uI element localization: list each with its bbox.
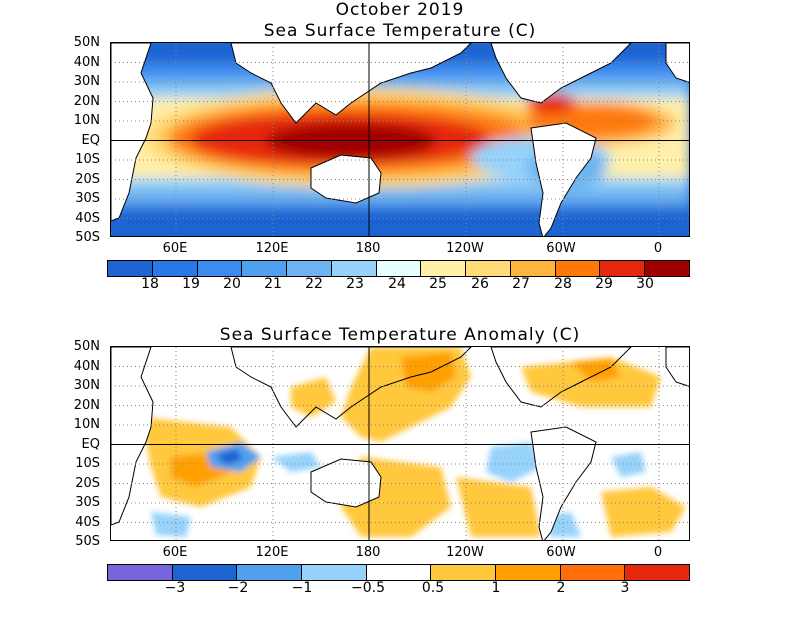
colorbar-label: 1 (491, 580, 501, 596)
colorbar-label: −1 (291, 580, 313, 596)
lat-label: 40S (75, 514, 100, 530)
colorbar-swatch (466, 261, 511, 276)
colorbar-swatch (302, 565, 367, 580)
lat-label: 20N (73, 93, 100, 109)
lat-label: 10S (75, 152, 100, 167)
colorbar-label: −0.5 (351, 580, 385, 596)
sst-anomaly-map (110, 346, 690, 541)
colorbar-label: 19 (182, 276, 200, 292)
colorbar-swatch (625, 565, 690, 580)
lon-label: 120W (446, 545, 484, 560)
lon-label: 120E (255, 545, 289, 560)
colorbar-swatch (555, 261, 601, 276)
lat-label: 10N (73, 417, 100, 432)
colorbar-swatch (496, 565, 561, 580)
colorbar-swatch (242, 261, 288, 276)
sst-map-canvas (111, 43, 689, 236)
lat-label: 40N (73, 54, 100, 70)
colorbar-swatch (600, 261, 646, 276)
lat-label: 30N (73, 378, 100, 393)
colorbar-label: 29 (595, 276, 613, 292)
colorbar-label: 20 (223, 276, 241, 292)
lat-label: 50N (73, 339, 100, 354)
colorbar-swatch (510, 261, 556, 276)
colorbar-label: 30 (636, 276, 654, 292)
lat-label: 20S (75, 171, 100, 187)
lat-label: EQ (81, 132, 100, 148)
colorbar-swatch (366, 565, 432, 580)
colorbar-swatch (331, 261, 377, 276)
lon-label: 60E (162, 241, 188, 256)
sst-colorbar (107, 260, 690, 277)
colorbar-swatch (421, 261, 467, 276)
lat-label: 50S (75, 230, 100, 245)
colorbar-label: −3 (164, 580, 186, 596)
lat-label: 30N (73, 74, 100, 89)
lon-label: 60W (546, 241, 576, 256)
colorbar-label: 25 (429, 276, 447, 292)
sst-map (110, 42, 690, 237)
lat-label: 40S (75, 210, 100, 226)
colorbar-label: 26 (471, 276, 489, 292)
colorbar-swatch (645, 261, 689, 276)
colorbar-label: 21 (264, 276, 282, 292)
sst-anomaly-map-canvas (111, 347, 689, 540)
colorbar-label: 27 (512, 276, 530, 292)
lat-label: 30S (75, 191, 100, 206)
lat-label: 10N (73, 113, 100, 128)
lat-label: 50S (75, 534, 100, 549)
colorbar-label: 2 (556, 580, 566, 596)
lat-label: EQ (81, 436, 100, 452)
colorbar-swatch (560, 565, 626, 580)
colorbar-label: 22 (305, 276, 323, 292)
lat-label: 40N (73, 358, 100, 374)
colorbar-label: 23 (346, 276, 364, 292)
lon-label: 120E (255, 241, 289, 256)
colorbar-swatch (197, 261, 243, 276)
colorbar-label: 3 (620, 580, 630, 596)
colorbar-swatch (431, 565, 497, 580)
colorbar-swatch (287, 261, 332, 276)
lon-label: 120W (446, 241, 484, 256)
bottom-panel-title: Sea Surface Temperature Anomaly (C) (219, 325, 581, 345)
lat-label: 20S (75, 475, 100, 491)
colorbar-label: 18 (141, 276, 159, 292)
lon-label: 60E (162, 545, 188, 560)
lon-label: 60W (546, 545, 576, 560)
colorbar-swatch (108, 261, 153, 276)
lat-label: 50N (73, 35, 100, 50)
colorbar-swatch (108, 565, 173, 580)
lat-label: 30S (75, 495, 100, 510)
figure-title: October 2019 (335, 0, 465, 20)
colorbar-label: 28 (554, 276, 572, 292)
colorbar-swatch (237, 565, 303, 580)
colorbar-label: 24 (388, 276, 406, 292)
lat-label: 20N (73, 397, 100, 413)
colorbar-swatch (152, 261, 198, 276)
colorbar-swatch (172, 565, 238, 580)
lon-label: 0 (653, 241, 663, 256)
lon-label: 180 (355, 545, 381, 560)
anomaly-colorbar (107, 564, 690, 581)
lon-label: 180 (355, 241, 381, 256)
colorbar-swatch (376, 261, 422, 276)
top-panel-title: Sea Surface Temperature (C) (263, 21, 537, 41)
lat-label: 10S (75, 456, 100, 471)
colorbar-label: 0.5 (421, 580, 445, 596)
colorbar-label: −2 (227, 580, 249, 596)
lon-label: 0 (653, 545, 663, 560)
